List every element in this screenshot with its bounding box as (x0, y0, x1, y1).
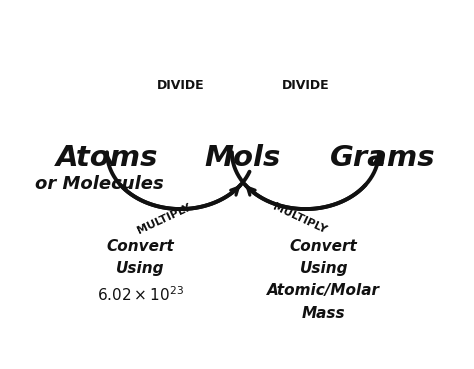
Text: Convert
Using
$6.02 \times 10^{23}$: Convert Using $6.02 \times 10^{23}$ (97, 239, 183, 304)
Text: Atoms: Atoms (56, 144, 158, 172)
Text: Convert
Using
Atomic/Molar
Mass: Convert Using Atomic/Molar Mass (267, 239, 380, 321)
Text: MULTIPLY: MULTIPLY (271, 202, 328, 236)
Text: DIVIDE: DIVIDE (157, 79, 204, 92)
Text: DIVIDE: DIVIDE (282, 79, 329, 92)
Text: or Molecules: or Molecules (35, 175, 164, 193)
Text: Mols: Mols (205, 144, 281, 172)
Text: Grams: Grams (330, 144, 435, 172)
Text: MULTIPLY: MULTIPLY (136, 202, 192, 236)
